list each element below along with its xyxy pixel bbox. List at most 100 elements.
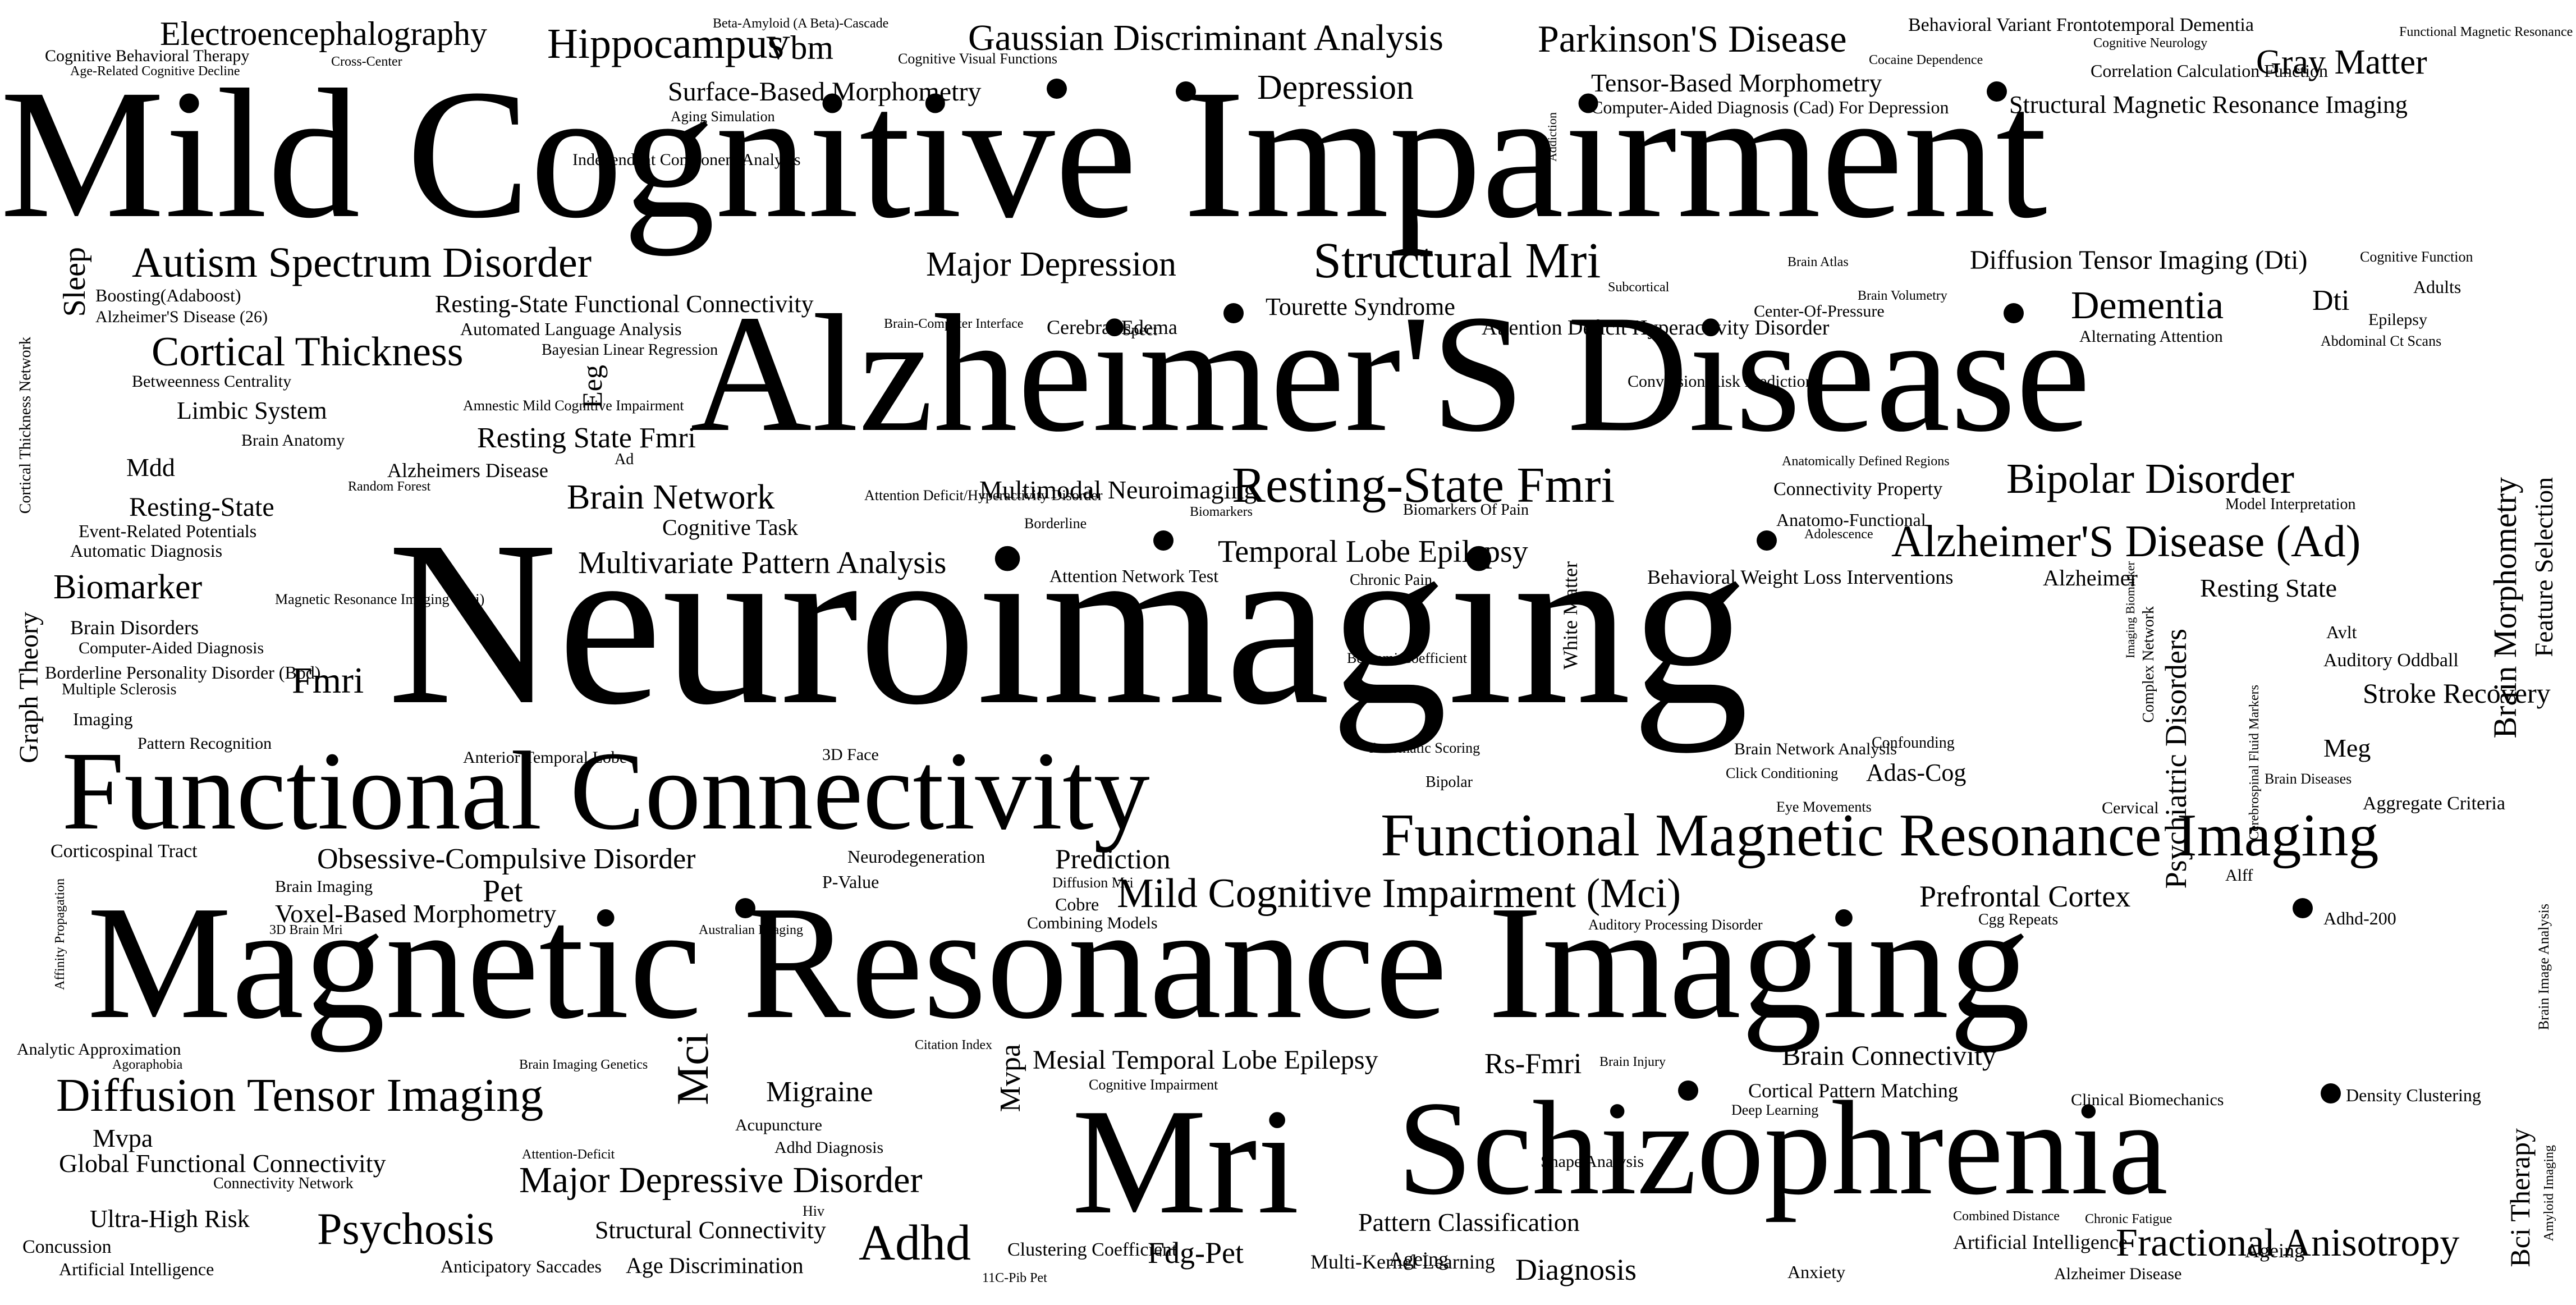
word-cognitive-visual-functions: Cross-Center	[331, 54, 402, 69]
word-anticipatory-saccades: Artificial Intelligence	[59, 1259, 214, 1279]
bullet-dot	[1678, 1080, 1698, 1101]
word-cervical: Eye Movements	[1776, 799, 1872, 815]
word-automatic-scoring: 3D Face	[822, 745, 879, 764]
word-prefrontal-cortex: Prefrontal Cortex	[1919, 880, 2131, 913]
word-alzheimers-disease-ad: Alzheimer'S Disease (Ad)	[1891, 517, 2361, 566]
word-meg: Stroke Recovery	[2363, 677, 2551, 709]
word-psychiatric-disorders: Feature Selection	[2529, 477, 2558, 657]
bullet-dot	[1757, 530, 1777, 551]
word-concussion: Artificial Intelligence	[1953, 1231, 2128, 1253]
word-bci-therapy: Psychiatric Disorders	[2159, 629, 2193, 889]
word-pet: Pet	[483, 874, 523, 909]
word-rs-functional-connectivity: Pattern Classification	[1358, 1208, 1580, 1237]
word-11c-pib-pet: Clustering Coefficient	[1007, 1239, 1177, 1260]
word-analytic-approximation: Brain Image Analysis	[2536, 904, 2552, 1031]
word-clinical-biomechanics: Deep Learning	[1731, 1102, 1819, 1118]
word-mild-cognitive-impairment: Mild Cognitive Impairment	[0, 52, 2047, 257]
word-structural-mri-full: Structural Magnetic Resonance Imaging	[2009, 91, 2408, 118]
word-functional-connectivity: Functional Connectivity	[62, 729, 1150, 853]
word-hippocampus: Hippocampus	[547, 20, 785, 67]
word-biomarkers-of-pain: Biomarkers	[1190, 505, 1253, 519]
word-alzheimer-disease: Anxiety	[1787, 1262, 1846, 1282]
word-resting-state-2: Multimodal Neuroimaging	[979, 475, 1257, 504]
word-cognitive-neurology: Functional Magnetic Resonance Imaging (F…	[2399, 25, 2576, 39]
word-random-forest: Alzheimers Disease	[387, 459, 548, 482]
word-beltrami-coefficient: Multiple Sclerosis	[62, 681, 177, 698]
word-bpd: Computer-Aided Diagnosis	[79, 639, 264, 657]
word-correlation-calculation: Cocaine Dependence	[1869, 53, 1983, 67]
word-vbm: Vbm	[766, 29, 833, 66]
word-3d-face: Anterior Temporal Lobe	[463, 748, 627, 767]
word-autism: White Matter	[1559, 561, 1582, 670]
word-dti: Dti	[2312, 285, 2350, 317]
bullet-dot	[1047, 79, 1067, 99]
word-brain-image-analysis: Australian Imaging	[699, 923, 803, 937]
word-cortical-pattern-matching: Cognitive Impairment	[1089, 1077, 1218, 1093]
word-model-interpretation: Connectivity Property	[1773, 479, 1943, 500]
word-neurodegeneration: Corticospinal Tract	[51, 841, 198, 862]
word-brain-volumetry: Subcortical	[1608, 280, 1670, 295]
word-multi-kernel-learning: Age Discrimination	[626, 1253, 804, 1278]
word-brain-morphometry: Graph Theory	[14, 612, 44, 763]
bullet-dot	[2321, 1083, 2341, 1103]
word-age-related-cognitive-decline: Cognitive Behavioral Therapy	[45, 47, 250, 65]
word-deep-learning: Cortical Pattern Matching	[1748, 1079, 1958, 1102]
word-major-depressive-disorder: Major Depressive Disorder	[519, 1160, 923, 1201]
word-depression: Depression	[1257, 68, 1414, 107]
word-fdg-pet: Ultra-High Risk	[90, 1205, 250, 1233]
word-adults: Center-Of-Pressure	[1754, 302, 1885, 320]
word-voxel-based-morphometry: Voxel-Based Morphometry	[275, 899, 557, 928]
word-ad: Conversion Risk Prediction	[1628, 372, 1814, 391]
word-adhd-slash: Ad	[615, 451, 634, 468]
word-combined-distance: 11C-Pib Pet	[982, 1271, 1047, 1285]
word-resting-state: Mdd	[126, 453, 175, 482]
word-mri-paren: Behavioral Weight Loss Interventions	[1647, 566, 1954, 588]
word-alzheimer: Alzheimer	[2043, 565, 2138, 590]
word-citation-index: Brain Imaging Genetics	[519, 1057, 648, 1072]
word-mild-cognitive-impairment-mci: Mild Cognitive Impairment (Mci)	[1117, 871, 1681, 917]
word-biomarkers: Attention Deficit/Hyperactivity Disorder	[864, 487, 1103, 503]
word-brain-imaging: Alff	[2225, 866, 2253, 885]
word-electroencephalography: Electroencephalography	[160, 15, 488, 52]
word-fmri-full-paren: Behavioral Variant Frontotemporal Dement…	[1908, 15, 2254, 35]
word-computer-aided-diagnosis: Brain Disorders	[70, 616, 199, 639]
word-automatic-diagnosis: Event-Related Potentials	[79, 521, 257, 541]
word-structural-mri: Structural Mri	[1313, 233, 1601, 289]
word-addiction: Independent Component Analysis	[572, 150, 801, 169]
word-confounding: Brain Network Analysis	[1734, 740, 1897, 758]
word-attention-deficit: Adhd Diagnosis	[774, 1138, 884, 1157]
word-anxiety: Ageing	[1389, 1248, 1449, 1270]
word-brain-injury: Citation Index	[915, 1038, 992, 1052]
word-brain-anatomy: Amnestic Mild Cognitive Impairment	[463, 397, 684, 414]
word-australian-imaging: Affinity Propagation	[53, 878, 67, 990]
word-connectivity-property: Anatomically Defined Regions	[1782, 454, 1950, 469]
word-age-discrimination: Anticipatory Saccades	[441, 1256, 602, 1276]
word-cognitive-function: Brain Atlas	[1787, 255, 1849, 269]
bullet-dot	[2004, 303, 2024, 323]
word-magnetic-resonance-imaging: Magnetic Resonance Imaging	[87, 872, 2030, 1052]
word-cocaine-dependence: Cognitive Neurology	[2093, 36, 2208, 51]
word-borderline: Adolescence	[1804, 527, 1873, 542]
word-brain-atlas: Addiction	[1545, 112, 1559, 162]
word-imaging: Cerebrospinal Fluid Markers	[2247, 685, 2262, 841]
word-chronic-pain: Attention Network Test	[1049, 566, 1219, 586]
word-avlt: Beltrami Coefficient	[1347, 650, 1467, 666]
word-brain-network-analysis: Automatic Scoring	[1369, 740, 1480, 756]
word-amci: Betweenness Centrality	[132, 372, 292, 391]
word-bayesian-linear-regression: Automated Language Analysis	[460, 319, 682, 339]
word-graph-theory: Sleep	[57, 247, 92, 317]
word-ica: Computer-Aided Diagnosis (Cad) For Depre…	[1591, 97, 1949, 117]
word-brain-connectivity: Brain Connectivity	[1782, 1040, 1996, 1071]
word-cobre: Diffusion Mri	[1052, 874, 1134, 891]
word-corticospinal-tract: Brain Diseases	[2265, 771, 2352, 787]
word-fractional-anisotropy: Fractional Anisotropy	[2116, 1221, 2460, 1265]
word-autism-spectrum-disorder: Autism Spectrum Disorder	[132, 239, 592, 286]
word-acupuncture: Amyloid Imaging	[2542, 1145, 2556, 1242]
word-mri: Mri	[1072, 1078, 1299, 1246]
word-cad-depression: Aging Simulation	[671, 108, 775, 125]
word-ocd: Obsessive-Compulsive Disorder	[317, 843, 696, 875]
word-3d-brain-mri: Brain Imaging	[275, 877, 373, 896]
bullet-dot	[2293, 898, 2313, 918]
word-adhd-diagnosis: Acupuncture	[735, 1116, 822, 1134]
